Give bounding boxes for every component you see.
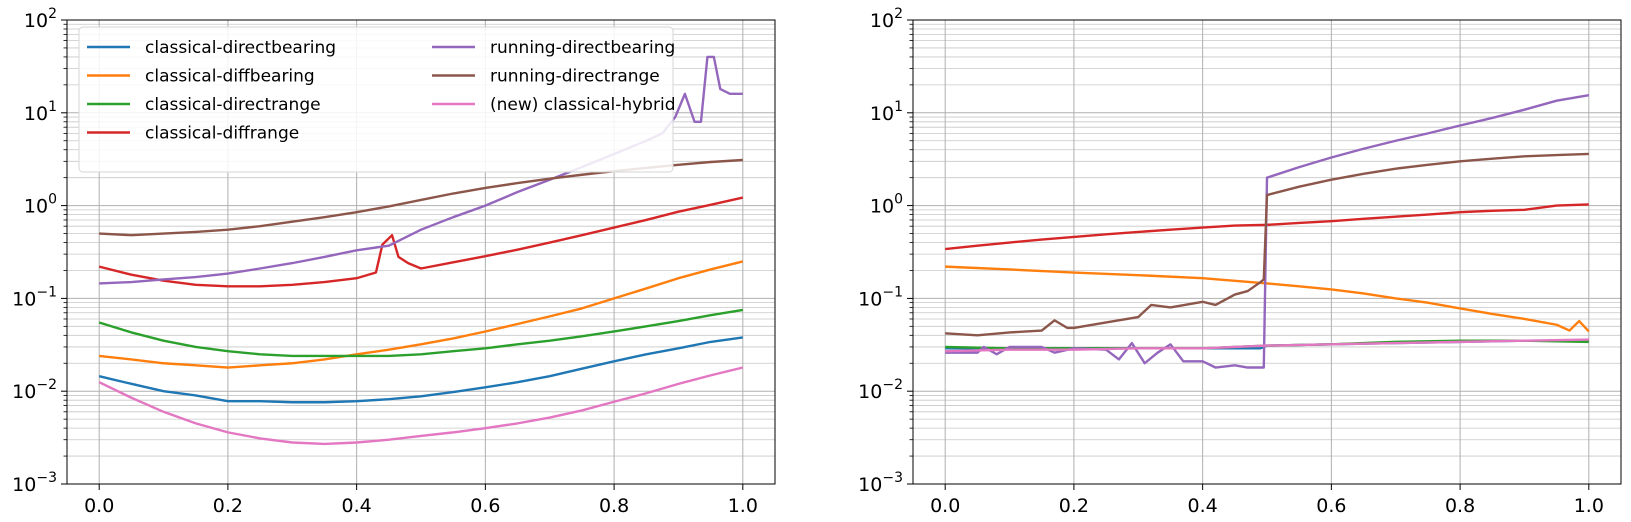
y-tick-label-base: 10	[12, 288, 36, 310]
y-tick-label-exponent: 2	[48, 6, 57, 22]
legend-label: classical-diffbearing	[145, 67, 315, 87]
series-line-0	[98, 336, 743, 404]
y-tick-label-base: 10	[870, 196, 894, 218]
y-tick-label: 102	[870, 6, 903, 32]
y-tick-label: 10−2	[12, 377, 57, 403]
y-tick-label-base: 10	[12, 381, 36, 403]
y-tick-label-exponent: −1	[36, 284, 57, 300]
series-line-1	[99, 260, 744, 369]
legend-label: running-directbearing	[490, 38, 675, 58]
series-line-3	[98, 196, 744, 288]
axes-frame	[912, 19, 1622, 485]
y-tick-label: 10−3	[858, 470, 903, 496]
legend-item: classical-diffrange	[87, 124, 299, 144]
legend-item: (new) classical-hybrid	[432, 95, 675, 115]
y-tick-label: 10−2	[858, 377, 903, 403]
y-tick-label-exponent: 0	[48, 192, 57, 208]
legend-box	[78, 26, 674, 173]
y-tick-label-base: 10	[870, 103, 894, 125]
y-tick-label: 100	[870, 192, 903, 218]
y-tick-label-base: 10	[24, 10, 48, 32]
series-group	[945, 93, 1590, 369]
series-line-5	[945, 152, 1589, 337]
y-tick-label-base: 10	[12, 474, 36, 496]
y-tick-label-exponent: 2	[894, 6, 903, 22]
y-tick-label-base: 10	[858, 381, 882, 403]
y-tick-label-exponent: −2	[36, 377, 57, 393]
series-line-6	[945, 338, 1589, 353]
series-line-1	[945, 265, 1590, 333]
y-tick-label: 101	[870, 99, 903, 125]
x-tick-label: 0.4	[1188, 495, 1218, 517]
y-tick-label-base: 10	[870, 10, 894, 32]
legend-item: classical-directrange	[87, 95, 321, 115]
series-line-4	[945, 93, 1590, 369]
legend-item: classical-directbearing	[87, 38, 336, 58]
x-tick-label: 0.0	[930, 495, 960, 517]
legend-item: classical-diffbearing	[87, 67, 315, 87]
x-tick-label: 0.8	[599, 495, 629, 517]
x-tick-label: 0.0	[84, 495, 114, 517]
legend-label: classical-directrange	[145, 95, 321, 115]
grid	[913, 19, 1621, 485]
legend-label: classical-directbearing	[145, 38, 336, 58]
legend-label: classical-diffrange	[145, 124, 299, 144]
x-tick-label: 0.2	[1059, 495, 1089, 517]
y-tick-label-exponent: 1	[894, 99, 903, 115]
series-line-6	[98, 366, 744, 446]
x-tick-label: 0.2	[213, 495, 243, 517]
y-tick-label: 101	[24, 99, 57, 125]
x-tick-label: 1.0	[728, 495, 758, 517]
series-line-2	[98, 308, 744, 358]
y-tick-label-exponent: −3	[882, 470, 903, 486]
y-tick-label: 10−1	[12, 284, 57, 310]
y-tick-label-exponent: −1	[882, 284, 903, 300]
y-tick-label-exponent: −3	[36, 470, 57, 486]
y-tick-label-exponent: 1	[48, 99, 57, 115]
legend-label: (new) classical-hybrid	[490, 95, 675, 115]
legend: classical-directbearing classical-diffbea…	[78, 26, 675, 173]
legend-item: running-directrange	[432, 67, 660, 87]
x-tick-label: 0.6	[470, 495, 500, 517]
axes-frame	[66, 19, 776, 485]
y-tick-label-base: 10	[858, 288, 882, 310]
x-tick-label: 0.8	[1445, 495, 1475, 517]
x-tick-label: 0.6	[1316, 495, 1346, 517]
series-group	[98, 55, 744, 446]
x-tick-label: 0.4	[342, 495, 372, 517]
y-tick-label: 100	[24, 192, 57, 218]
y-tick-label-exponent: 0	[894, 192, 903, 208]
y-tick-label: 102	[24, 6, 57, 32]
y-tick-label-base: 10	[858, 474, 882, 496]
x-tick-label: 1.0	[1574, 495, 1604, 517]
legend-label: running-directrange	[490, 67, 660, 87]
y-tick-label-base: 10	[24, 103, 48, 125]
y-tick-label-exponent: −2	[882, 377, 903, 393]
legend-item: running-directbearing	[432, 38, 675, 58]
y-tick-label: 10−1	[858, 284, 903, 310]
y-tick-label-base: 10	[24, 196, 48, 218]
series-line-4	[99, 55, 743, 285]
y-tick-label: 10−3	[12, 470, 57, 496]
